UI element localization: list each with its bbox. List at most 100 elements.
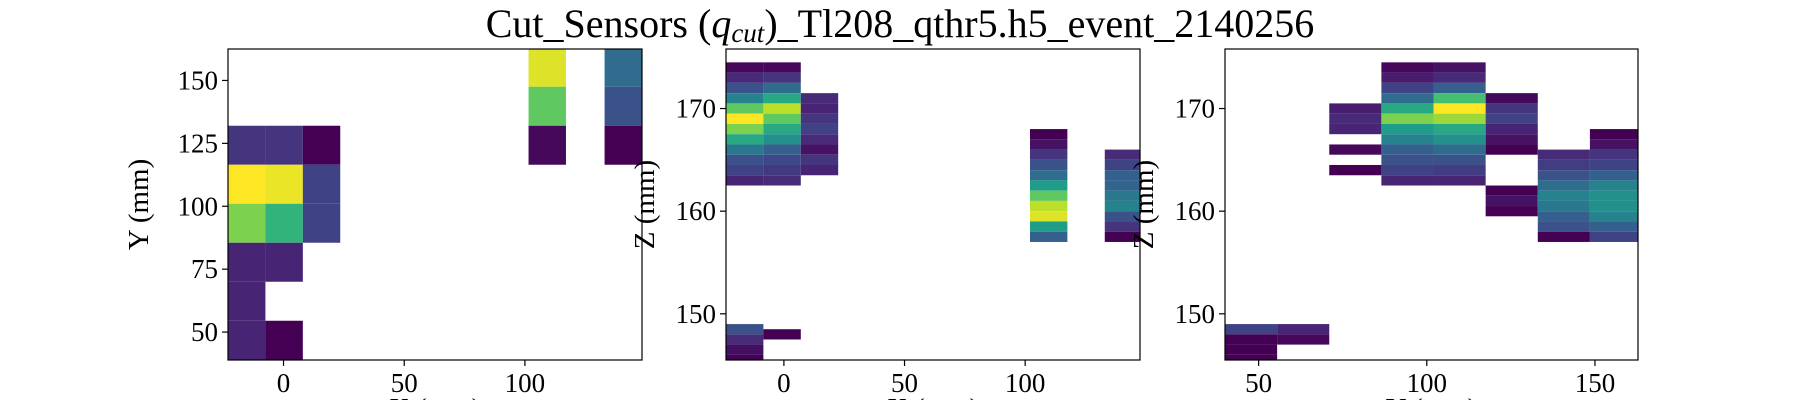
heatmap-cell bbox=[604, 125, 642, 165]
heatmap-cell bbox=[763, 62, 801, 73]
heatmap-cell bbox=[800, 123, 839, 135]
x-tick-label: 150 bbox=[1575, 368, 1616, 398]
heatmap-cell bbox=[763, 123, 801, 135]
heatmap-cell bbox=[1029, 211, 1068, 222]
heatmap-cell bbox=[302, 164, 341, 204]
heatmap-cell bbox=[1029, 159, 1068, 171]
heatmap-cell bbox=[528, 86, 566, 126]
y-axis-label: Y (mm) bbox=[123, 159, 155, 251]
heatmap-cell bbox=[228, 320, 266, 360]
heatmap-cell bbox=[265, 242, 303, 282]
heatmap-cell bbox=[302, 203, 341, 243]
x-tick-label: 100 bbox=[1407, 368, 1448, 398]
heatmap-cells bbox=[726, 62, 1140, 360]
heatmap-cell bbox=[528, 125, 566, 165]
heatmap-cell bbox=[1589, 180, 1638, 191]
y-axis-label: Z (mm) bbox=[1128, 160, 1160, 249]
heatmap-cell bbox=[265, 125, 303, 165]
x-tick-label: 50 bbox=[891, 368, 918, 398]
x-tick-label: 100 bbox=[1005, 368, 1046, 398]
heatmap-cell bbox=[1104, 200, 1140, 212]
heatmap-cell bbox=[1277, 324, 1330, 335]
heatmap-cells bbox=[1225, 62, 1638, 360]
y-tick-label: 170 bbox=[676, 94, 717, 124]
heatmap-cell bbox=[1104, 221, 1140, 232]
heatmap-cell bbox=[528, 49, 566, 87]
x-axis-label: Y (mm) bbox=[1386, 393, 1478, 400]
heatmap-cell bbox=[1381, 144, 1434, 155]
heatmap-cell bbox=[726, 175, 764, 186]
heatmap-cell bbox=[800, 154, 839, 165]
heatmap-cell bbox=[1589, 139, 1638, 150]
title-part: )_Tl208_qthr5.h5_event_2140256 bbox=[764, 1, 1314, 46]
plot-frame bbox=[1224, 48, 1639, 361]
heatmap-cell bbox=[1537, 190, 1590, 201]
heatmap-cell bbox=[1029, 139, 1068, 150]
heatmap-cell bbox=[1104, 170, 1140, 181]
heatmap-cell bbox=[800, 164, 839, 176]
heatmap-cell bbox=[800, 103, 839, 114]
heatmap-cell bbox=[604, 86, 642, 126]
heatmap-cell bbox=[763, 164, 801, 176]
title-part: cut bbox=[731, 18, 765, 48]
heatmap-cell bbox=[1433, 154, 1486, 165]
y-tick-label: 100 bbox=[178, 191, 219, 221]
heatmap-cell bbox=[1485, 123, 1538, 135]
y-tick-label: 160 bbox=[1175, 196, 1216, 226]
heatmap-cell bbox=[726, 144, 764, 155]
heatmap-cell bbox=[1537, 170, 1590, 181]
heatmap-cell bbox=[1433, 62, 1486, 73]
heatmap-cell bbox=[726, 103, 764, 114]
heatmap-cell bbox=[1433, 103, 1486, 114]
heatmap-cell bbox=[1225, 324, 1278, 335]
heatmap-cell bbox=[1104, 159, 1140, 171]
heatmap-cell bbox=[1589, 190, 1638, 201]
heatmap-cell bbox=[1537, 211, 1590, 222]
heatmap-cell bbox=[1589, 221, 1638, 232]
heatmap-cell bbox=[1589, 200, 1638, 212]
heatmap-cell bbox=[763, 72, 801, 83]
heatmap-cell bbox=[1029, 190, 1068, 201]
x-axis-label: X (mm) bbox=[389, 393, 482, 400]
y-tick-label: 150 bbox=[1175, 299, 1216, 329]
heatmap-cell bbox=[1381, 62, 1434, 73]
heatmap-cell bbox=[1381, 175, 1434, 186]
heatmap-cell bbox=[1381, 103, 1434, 114]
y-tick-label: 125 bbox=[178, 128, 219, 158]
figure-title: Cut_Sensors (qcut)_Tl208_qthr5.h5_event_… bbox=[486, 1, 1315, 48]
heatmap-cell bbox=[726, 134, 764, 145]
heatmap-cell bbox=[1433, 123, 1486, 135]
heatmap-cell bbox=[1029, 180, 1068, 191]
heatmap-cell bbox=[1029, 129, 1068, 140]
heatmap-cell bbox=[1537, 149, 1590, 160]
heatmap-cell bbox=[228, 164, 266, 204]
y-tick-label: 150 bbox=[178, 65, 219, 95]
heatmap-cell bbox=[1381, 123, 1434, 135]
heatmap-cell bbox=[1381, 113, 1434, 124]
heatmap-cell bbox=[800, 134, 839, 145]
y-tick-label: 50 bbox=[191, 317, 218, 347]
heatmap-cell bbox=[1104, 180, 1140, 191]
heatmap-cell bbox=[726, 354, 764, 360]
heatmap-cell bbox=[763, 154, 801, 165]
heatmap-cell bbox=[726, 113, 764, 124]
heatmap-cell bbox=[1485, 185, 1538, 196]
heatmap-cell bbox=[726, 72, 764, 83]
heatmap-cell bbox=[763, 329, 801, 340]
heatmap-cell bbox=[1485, 206, 1538, 217]
heatmap-cell bbox=[1225, 334, 1278, 345]
heatmap-cell bbox=[726, 164, 764, 176]
heatmap-cell bbox=[763, 113, 801, 124]
heatmap-cell bbox=[726, 154, 764, 165]
heatmap-cell bbox=[1537, 221, 1590, 232]
heatmap-cell bbox=[763, 134, 801, 145]
heatmap-cell bbox=[1485, 113, 1538, 124]
y-axis-label: Z (mm) bbox=[629, 160, 661, 249]
heatmap-cell bbox=[1537, 200, 1590, 212]
heatmap-cell bbox=[1104, 211, 1140, 222]
heatmap-cell bbox=[228, 125, 266, 165]
heatmap-cell bbox=[228, 242, 266, 282]
y-tick-label: 170 bbox=[1175, 94, 1216, 124]
